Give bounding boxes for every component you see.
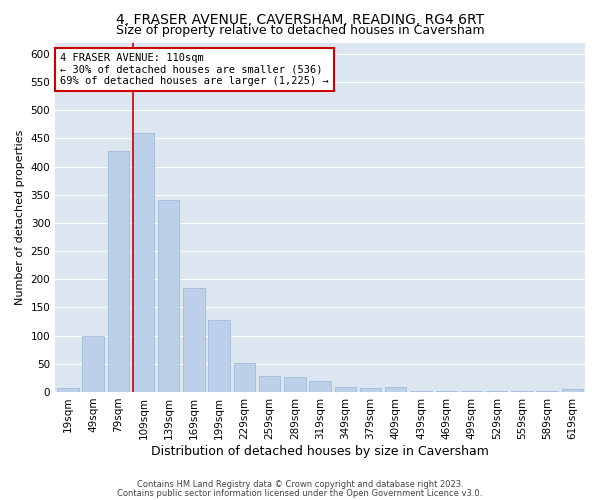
Text: Contains HM Land Registry data © Crown copyright and database right 2023.: Contains HM Land Registry data © Crown c…	[137, 480, 463, 489]
Bar	[461, 391, 482, 392]
Text: Size of property relative to detached houses in Caversham: Size of property relative to detached ho…	[116, 24, 484, 37]
Bar	[385, 388, 406, 392]
Y-axis label: Number of detached properties: Number of detached properties	[15, 130, 25, 305]
Bar	[133, 132, 154, 392]
Bar	[183, 288, 205, 392]
Bar	[107, 150, 129, 392]
Bar	[233, 362, 255, 392]
Bar	[82, 336, 104, 392]
Text: 4 FRASER AVENUE: 110sqm
← 30% of detached houses are smaller (536)
69% of detach: 4 FRASER AVENUE: 110sqm ← 30% of detache…	[61, 53, 329, 86]
Text: 4, FRASER AVENUE, CAVERSHAM, READING, RG4 6RT: 4, FRASER AVENUE, CAVERSHAM, READING, RG…	[116, 12, 484, 26]
Bar	[57, 388, 79, 392]
Text: Contains public sector information licensed under the Open Government Licence v3: Contains public sector information licen…	[118, 488, 482, 498]
Bar	[208, 320, 230, 392]
Bar	[259, 376, 280, 392]
Bar	[284, 378, 305, 392]
Bar	[436, 391, 457, 392]
Bar	[486, 391, 508, 392]
Bar	[410, 391, 432, 392]
Bar	[310, 380, 331, 392]
Bar	[335, 387, 356, 392]
Bar	[360, 388, 381, 392]
Bar	[158, 200, 179, 392]
Bar	[562, 389, 583, 392]
X-axis label: Distribution of detached houses by size in Caversham: Distribution of detached houses by size …	[151, 444, 489, 458]
